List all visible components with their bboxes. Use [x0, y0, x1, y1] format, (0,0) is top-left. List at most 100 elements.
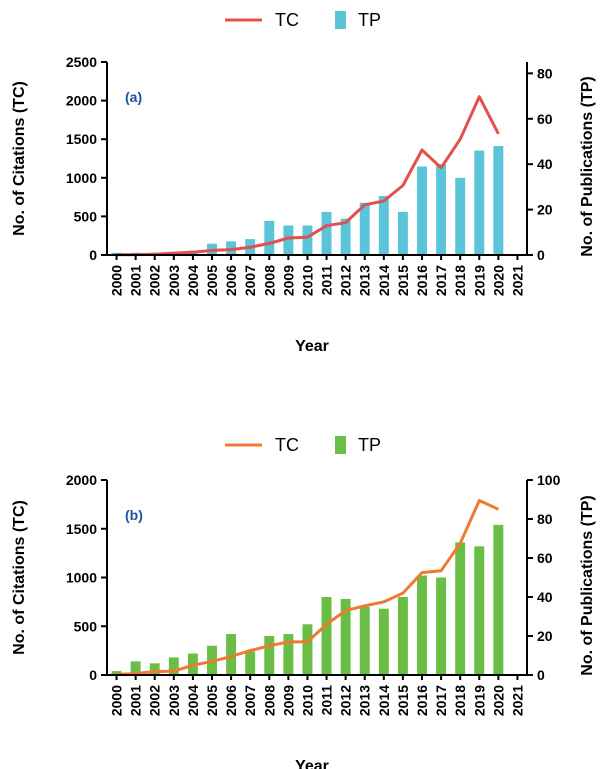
y-left-tick-label: 1000: [66, 570, 97, 586]
bar-tp-2014: [378, 608, 389, 675]
x-tick-label: 2005: [204, 265, 220, 296]
x-axis-title: Year: [295, 338, 329, 355]
x-tick-label: 2007: [242, 685, 258, 716]
x-tick-label: 2013: [357, 265, 373, 296]
bar-tp-2002: [149, 663, 160, 675]
x-tick-label: 2008: [261, 265, 277, 296]
legend: TC TP: [225, 435, 381, 455]
y-left-tick-label: 1500: [66, 521, 97, 537]
bar-tp-2013: [359, 606, 370, 675]
y-left-tick-label: 1500: [66, 131, 97, 147]
y-right-tick-label: 0: [537, 667, 545, 683]
x-tick-label: 2018: [452, 685, 468, 716]
x-tick-label: 2016: [414, 265, 430, 296]
x-tick-label: 2012: [338, 265, 354, 296]
y-right-tick-label: 60: [537, 111, 553, 127]
legend-tp-label: TP: [358, 435, 381, 455]
bar-tp-2016: [417, 575, 427, 675]
y-left-tick-label: 2000: [66, 93, 97, 109]
bar-tp-2010: [302, 624, 313, 675]
x-tick-label: 2011: [319, 265, 335, 296]
x-tick-label: 2002: [147, 685, 163, 716]
line-tc: [116, 499, 500, 676]
bar-tp-2003: [168, 657, 179, 675]
x-tick-label: 2016: [414, 685, 430, 716]
x-tick-label: 2000: [109, 265, 125, 296]
x-tick-label: 2001: [128, 265, 144, 296]
y-left-axis-title: No. of Citations (TC): [11, 81, 28, 236]
bar-tp-2010: [302, 225, 313, 255]
x-tick-label: 2000: [109, 685, 125, 716]
y-right-tick-label: 40: [537, 589, 553, 605]
y-right-tick-label: 100: [537, 472, 561, 488]
bar-tp-2007: [245, 651, 256, 675]
y-right-tick-label: 80: [537, 65, 553, 81]
y-right-tick-label: 0: [537, 247, 545, 263]
y-left-axis-title: No. of Citations (TC): [11, 500, 28, 655]
bar-tp-2013: [359, 202, 370, 255]
y-right-tick-label: 20: [537, 202, 553, 218]
x-tick-label: 2017: [433, 265, 449, 296]
bar-tp-2008: [264, 220, 275, 255]
x-tick-label: 2001: [128, 685, 144, 716]
panel-label: (a): [125, 89, 142, 105]
x-tick-label: 2009: [280, 265, 296, 296]
bar-tp-2018: [455, 177, 466, 255]
x-tick-label: 2005: [204, 685, 220, 716]
bar-tp-2017: [436, 164, 447, 255]
x-tick-label: 2009: [280, 685, 296, 716]
x-tick-label: 2003: [166, 685, 182, 716]
x-tick-label: 2002: [147, 265, 163, 296]
x-tick-label: 2014: [376, 685, 392, 716]
legend-tc-label: TC: [275, 435, 299, 455]
bar-tp-2016: [417, 166, 427, 255]
bar-tp-2019: [474, 150, 485, 255]
bar-tp-2019: [474, 546, 485, 675]
y-left-tick-label: 1000: [66, 170, 97, 186]
bar-tp-2018: [455, 542, 466, 675]
x-tick-label: 2006: [223, 265, 239, 296]
panel-label: (b): [125, 507, 143, 523]
bar-tp-2014: [378, 195, 389, 255]
x-tick-label: 2015: [395, 265, 411, 296]
y-right-tick-label: 40: [537, 156, 553, 172]
bar-tp-2017: [436, 577, 447, 675]
x-tick-label: 2010: [299, 685, 315, 716]
bar-tp-2009: [283, 225, 294, 255]
y-left-tick-label: 2500: [66, 54, 97, 70]
x-tick-label: 2011: [319, 685, 335, 716]
legend-tc-label: TC: [275, 10, 299, 30]
x-tick-label: 2004: [185, 685, 201, 716]
x-tick-label: 2021: [509, 265, 525, 296]
x-tick-label: 2003: [166, 265, 182, 296]
y-left-tick-label: 0: [89, 247, 97, 263]
line-tc: [116, 95, 500, 257]
y-left-tick-label: 0: [89, 667, 97, 683]
bar-tp-2015: [397, 597, 408, 675]
x-tick-label: 2012: [338, 685, 354, 716]
y-left-tick-label: 2000: [66, 472, 97, 488]
y-left-tick-label: 500: [74, 618, 98, 634]
x-tick-label: 2020: [490, 265, 506, 296]
legend-tp-swatch: [335, 11, 346, 29]
legend-tp-swatch: [335, 436, 346, 454]
y-right-tick-label: 60: [537, 550, 553, 566]
x-tick-label: 2020: [490, 685, 506, 716]
x-tick-label: 2010: [299, 265, 315, 296]
x-tick-label: 2015: [395, 685, 411, 716]
x-tick-label: 2008: [261, 685, 277, 716]
y-right-tick-label: 80: [537, 511, 553, 527]
x-tick-label: 2004: [185, 265, 201, 296]
x-tick-label: 2006: [223, 685, 239, 716]
x-tick-label: 2007: [242, 265, 258, 296]
bar-tp-2011: [321, 211, 332, 255]
bar-tp-2020: [493, 146, 504, 255]
x-tick-label: 2019: [471, 265, 487, 296]
bar-tp-2008: [264, 636, 275, 675]
bar-tp-2012: [340, 218, 351, 255]
bar-tp-2011: [321, 597, 332, 675]
x-tick-label: 2013: [357, 685, 373, 716]
bar-tp-2012: [340, 598, 351, 675]
